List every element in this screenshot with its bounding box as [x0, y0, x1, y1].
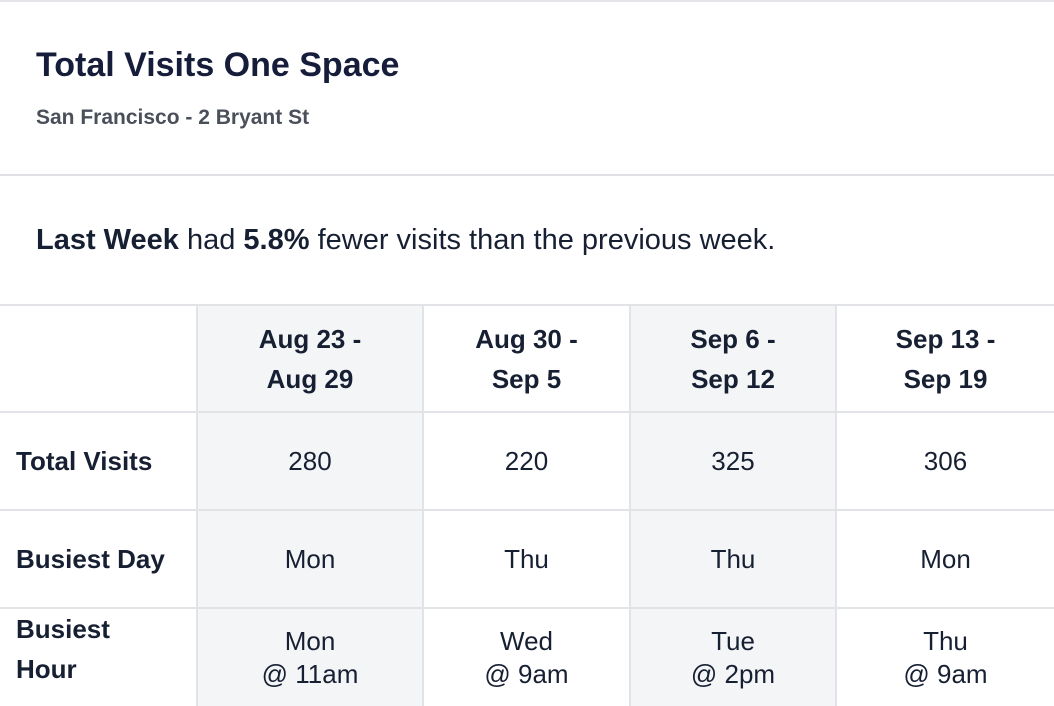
column-header-line2: Sep 19: [903, 363, 988, 394]
row-label-line2: Hour: [16, 654, 77, 684]
table-cell: Thu: [631, 509, 837, 607]
summary-percent: 5.8%: [243, 224, 310, 256]
location-subtitle: San Francisco - 2 Bryant St: [36, 106, 310, 129]
column-header-week-2: Aug 30 - Sep 5: [424, 304, 631, 411]
column-header-line1: Aug 30 -: [475, 323, 578, 354]
table-corner-cell: [0, 304, 198, 411]
table-cell: Wed @ 9am: [424, 607, 631, 706]
page-title: Total Visits One Space: [36, 46, 400, 84]
table-cell: Thu: [424, 509, 631, 607]
summary-connector: had: [178, 224, 244, 256]
column-header-week-3: Sep 6 - Sep 12: [631, 304, 837, 411]
column-header-line2: Aug 29: [266, 363, 354, 394]
busiest-hour-day: Tue: [711, 625, 755, 656]
column-header-line2: Sep 5: [491, 363, 562, 394]
top-rule: [0, 0, 1054, 2]
busiest-hour-time: @ 9am: [484, 658, 569, 689]
column-header-line1: Sep 6 -: [690, 323, 776, 354]
busiest-hour-time: @ 9am: [903, 658, 988, 689]
table-cell: Mon: [198, 509, 424, 607]
report-header: Total Visits One Space San Francisco - 2…: [0, 2, 1054, 174]
table-cell: Mon @ 11am: [198, 607, 424, 706]
row-label-line1: Busiest: [16, 614, 110, 644]
table-cell: 306: [837, 411, 1054, 509]
row-label-busiest-hour: Busiest Hour: [0, 607, 198, 706]
busiest-hour-day: Mon: [284, 625, 336, 656]
busiest-hour-day: Thu: [923, 625, 968, 656]
column-header-week-1: Aug 23 - Aug 29: [198, 304, 424, 411]
summary-period: Last Week: [36, 224, 179, 256]
busiest-hour-time: @ 2pm: [690, 658, 776, 689]
table-cell: 220: [424, 411, 631, 509]
column-header-line1: Sep 13 -: [895, 323, 996, 354]
weekly-summary: Last Week had 5.8% fewer visits than the…: [36, 224, 775, 257]
table-cell: Thu @ 9am: [837, 607, 1054, 706]
table-cell: Tue @ 2pm: [631, 607, 837, 706]
summary-rest: fewer visits than the previous week.: [309, 224, 776, 256]
column-header-line2: Sep 12: [691, 363, 775, 394]
table-cell: 325: [631, 411, 837, 509]
table-cell: Mon: [837, 509, 1054, 607]
column-header-line1: Aug 23 -: [258, 323, 362, 354]
row-label-total-visits: Total Visits: [0, 411, 198, 509]
section-divider: [0, 174, 1054, 176]
busiest-hour-day: Wed: [500, 625, 553, 656]
row-label-busiest-day: Busiest Day: [0, 509, 198, 607]
busiest-hour-time: @ 11am: [261, 658, 359, 689]
table-cell: 280: [198, 411, 424, 509]
visits-table: Aug 23 - Aug 29 Aug 30 - Sep 5 Sep 6 - S…: [0, 304, 1054, 706]
column-header-week-4: Sep 13 - Sep 19: [837, 304, 1054, 411]
